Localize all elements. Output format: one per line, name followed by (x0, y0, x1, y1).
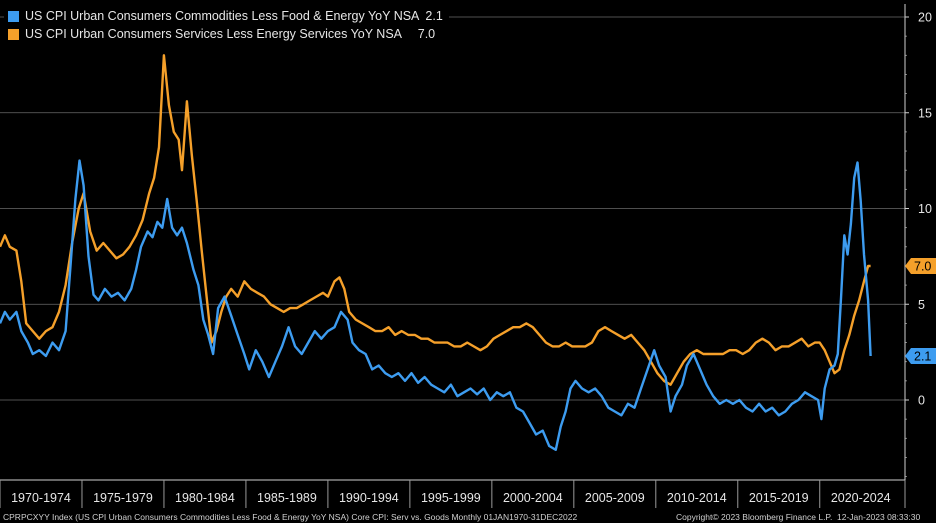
legend-item-commodities: US CPI Urban Consumers Commodities Less … (8, 7, 443, 25)
x-tick-label-1975-1979: 1975-1979 (93, 491, 153, 505)
y-tick-label-10: 10 (918, 202, 932, 216)
legend-value-services: 7.0 (417, 27, 436, 41)
footer-copyright: Copyright© 2023 Bloomberg Finance L.P. (676, 512, 833, 522)
legend-swatch-services (8, 28, 19, 40)
legend-label-commodities: US CPI Urban Consumers Commodities Less … (25, 9, 420, 23)
chart-footer: CPRPCXYY Index (US CPI Urban Consumers C… (0, 509, 936, 523)
legend-swatch-commodities (8, 10, 19, 22)
x-tick-label-2005-2009: 2005-2009 (585, 491, 645, 505)
x-tick-label-2015-2019: 2015-2019 (749, 491, 809, 505)
x-tick-label-2020-2024: 2020-2024 (831, 491, 891, 505)
last-value-badge-commodities (905, 347, 936, 364)
last-value-badge-services (905, 257, 936, 274)
y-tick-label-20: 20 (918, 11, 932, 25)
y-tick-label-15: 15 (918, 106, 932, 120)
chart-plot: 0 5 10 15 20 1970-1974 1975-1979 1980-1984 1985… (0, 4, 936, 508)
x-tick-label-1995-1999: 1995-1999 (421, 491, 481, 505)
legend-value-commodities: 2.1 (425, 9, 443, 23)
x-tick-label-1990-1994: 1990-1994 (339, 491, 399, 505)
y-tick-label-0: 0 (918, 394, 925, 408)
legend-item-services: US CPI Urban Consumers Services Less Ene… (8, 25, 443, 43)
x-tick-label-1985-1989: 1985-1989 (257, 491, 317, 505)
x-tick-label-1980-1984: 1980-1984 (175, 491, 235, 505)
footer-timestamp: 12-Jan-2023 08:33:30 (837, 512, 921, 522)
footer-source: CPRPCXYY Index (US CPI Urban Consumers C… (3, 512, 578, 522)
chart-legend: US CPI Urban Consumers Commodities Less … (4, 6, 449, 45)
x-tick-label-2000-2004: 2000-2004 (503, 491, 563, 505)
last-value-label-services: 7.0 (914, 259, 931, 273)
x-tick-label-1970-1974: 1970-1974 (11, 491, 71, 505)
series-line-commodities (0, 159, 872, 451)
last-value-label-commodities: 2.1 (914, 349, 931, 363)
legend-label-services: US CPI Urban Consumers Services Less Ene… (25, 27, 412, 41)
x-tick-label-2010-2014: 2010-2014 (667, 491, 727, 505)
series-line-services (0, 54, 871, 386)
y-tick-label-5: 5 (918, 298, 925, 312)
